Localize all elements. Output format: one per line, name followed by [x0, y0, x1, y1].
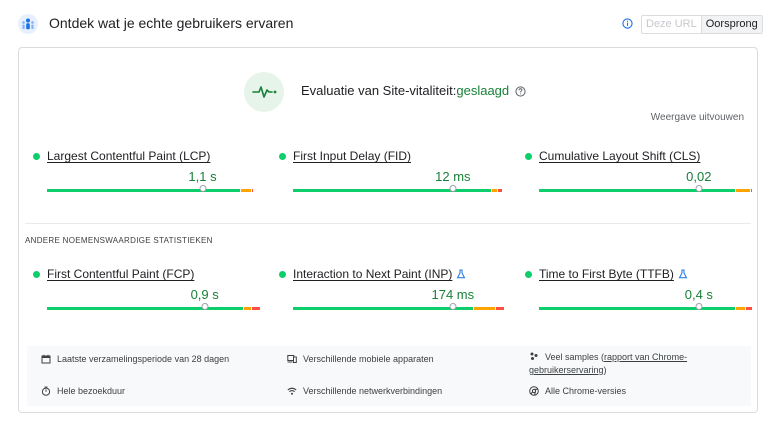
good-segment [293, 307, 474, 310]
metric-value: 12 ms [435, 169, 471, 184]
expand-view-link[interactable]: Weergave uitvouwen [650, 112, 744, 123]
wifi-icon [287, 387, 297, 395]
needs-improvement-segment [735, 189, 750, 192]
info-network: Verschillende netwerkverbindingen [287, 386, 442, 396]
status-dot [525, 271, 532, 278]
metric: Interaction to Next Paint (INP) 174 ms [279, 267, 504, 317]
section-title: Ontdek wat je echte gebruikers ervaren [49, 15, 294, 31]
distribution-bar [293, 185, 509, 192]
experimental-flask-icon [678, 269, 688, 279]
metric: First Input Delay (FID) 12 ms [279, 149, 502, 199]
good-segment [47, 189, 241, 192]
metric: Time to First Byte (TTFB) 0,4 s [525, 267, 752, 317]
percentile-marker [199, 185, 207, 192]
needs-improvement-segment [243, 307, 252, 310]
poor-segment [498, 189, 502, 192]
metric-name: Largest Contentful Paint (LCP) [47, 149, 211, 163]
distribution-bar [539, 303, 755, 310]
poor-segment [750, 189, 752, 192]
metric-name-link[interactable]: Time to First Byte (TTFB) [539, 267, 688, 281]
metric-value: 0,02 [686, 169, 712, 184]
good-segment [47, 307, 243, 310]
url-origin-toggle[interactable]: Deze URL Oorsprong [641, 15, 763, 34]
info-duration: Hele bezoekduur [41, 386, 125, 396]
percentile-marker [201, 303, 209, 310]
metric-name-link[interactable]: First Contentful Paint (FCP) [47, 267, 194, 281]
metric-value: 0,4 s [684, 287, 713, 302]
cwv-assessment-status: geslaagd [456, 83, 510, 98]
metric-name: Interaction to Next Paint (INP) [293, 267, 453, 281]
info-samples: Veel samples (rapport van Chrome-gebruik… [529, 351, 739, 377]
percentile-marker [449, 303, 457, 310]
percentile-marker [695, 185, 703, 192]
field-data-card: Evaluatie van Site-vitaliteit:geslaagd W… [18, 47, 758, 413]
metric: Largest Contentful Paint (LCP) 1,1 s [33, 149, 255, 199]
info-network-text: Verschillende netwerkverbindingen [303, 386, 443, 396]
metric-name-link[interactable]: Largest Contentful Paint (LCP) [47, 149, 210, 163]
metric: Cumulative Layout Shift (CLS) 0,02 [525, 149, 752, 199]
good-segment [293, 189, 491, 192]
metric-value: 0,9 s [190, 287, 219, 302]
needs-improvement-segment [241, 189, 252, 192]
chrome-icon [529, 386, 539, 396]
timer-icon [41, 386, 51, 396]
status-dot [525, 153, 532, 160]
data-info-panel: Laatste verzamelingsperiode van 28 dagen… [27, 346, 751, 406]
pulse-icon [244, 72, 284, 112]
this-url-tab[interactable]: Deze URL [642, 16, 702, 33]
distribution-bar [293, 303, 509, 310]
info-chrome-text: Alle Chrome-versies [545, 386, 627, 396]
experimental-flask-icon [457, 269, 466, 279]
metric-value: 1,1 s [188, 169, 217, 184]
info-period: Laatste verzamelingsperiode van 28 dagen [41, 354, 229, 364]
info-devices: Verschillende mobiele apparaten [287, 354, 434, 364]
metric-name: Cumulative Layout Shift (CLS) [539, 149, 701, 163]
cwv-assessment-label: Evaluatie van Site-vitaliteit: [301, 83, 457, 98]
info-duration-text: Hele bezoekduur [57, 386, 126, 396]
distribution-bar [47, 303, 263, 310]
poor-segment [252, 189, 254, 192]
metric-name: Time to First Byte (TTFB) [539, 267, 674, 281]
info-period-text: Laatste verzamelingsperiode van 28 dagen [57, 354, 230, 364]
poor-segment [496, 307, 504, 310]
info-devices-text: Verschillende mobiele apparaten [303, 354, 434, 364]
metric-value: 174 ms [431, 287, 475, 302]
info-chrome: Alle Chrome-versies [529, 386, 626, 396]
info-icon[interactable] [622, 18, 633, 29]
field-data-header: Ontdek wat je echte gebruikers ervaren D… [18, 12, 763, 36]
status-dot [279, 271, 286, 278]
metric-name: First Contentful Paint (FCP) [47, 267, 195, 281]
poor-segment [252, 307, 260, 310]
metric-name: First Input Delay (FID) [293, 149, 412, 163]
distribution-bar [47, 185, 263, 192]
status-dot [33, 271, 40, 278]
distribution-bar [539, 185, 755, 192]
metric-name-link[interactable]: Interaction to Next Paint (INP) [293, 267, 466, 281]
calendar-icon [41, 354, 51, 364]
status-dot [33, 153, 40, 160]
devices-icon [287, 355, 297, 363]
good-segment [539, 307, 735, 310]
needs-improvement-segment [735, 307, 746, 310]
samples-icon [530, 352, 538, 360]
people-icon [18, 14, 38, 34]
needs-improvement-segment [491, 189, 498, 192]
origin-tab[interactable]: Oorsprong [701, 16, 762, 33]
info-samples-suffix: ) [603, 365, 607, 375]
help-icon[interactable] [515, 86, 526, 97]
poor-segment [746, 307, 752, 310]
percentile-marker [695, 303, 703, 310]
metric-name-link[interactable]: Cumulative Layout Shift (CLS) [539, 149, 700, 163]
status-dot [279, 153, 286, 160]
cwv-assessment: Evaluatie van Site-vitaliteit:geslaagd [301, 83, 526, 98]
needs-improvement-segment [474, 307, 496, 310]
section-divider [25, 223, 751, 224]
percentile-marker [449, 185, 457, 192]
other-metrics-title: ANDERE NOEMENSWAARDIGE STATISTIEKEN [25, 236, 213, 245]
metric-name-link[interactable]: First Input Delay (FID) [293, 149, 411, 163]
info-samples-prefix: Veel samples ( [545, 352, 605, 362]
crux-report-link[interactable]: rapport van Chrome-gebruikerservaring [529, 352, 688, 375]
metric: First Contentful Paint (FCP) 0,9 s [33, 267, 260, 317]
good-segment [539, 189, 735, 192]
